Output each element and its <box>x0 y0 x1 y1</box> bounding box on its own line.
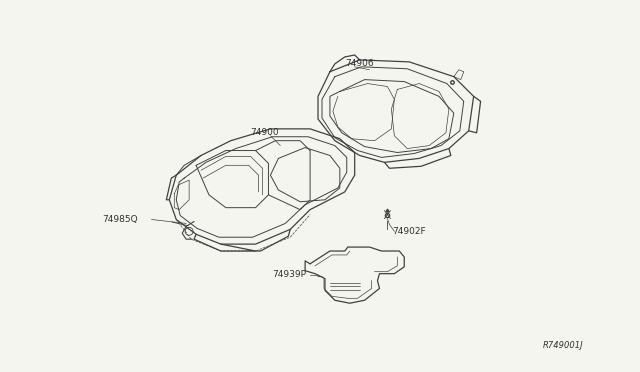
Text: R749001J: R749001J <box>543 341 584 350</box>
Text: 74985Q: 74985Q <box>102 215 138 224</box>
Text: 74902F: 74902F <box>392 227 426 236</box>
Text: 74906: 74906 <box>345 60 373 68</box>
Text: 74900: 74900 <box>251 128 279 137</box>
Text: 74939P: 74939P <box>273 270 307 279</box>
